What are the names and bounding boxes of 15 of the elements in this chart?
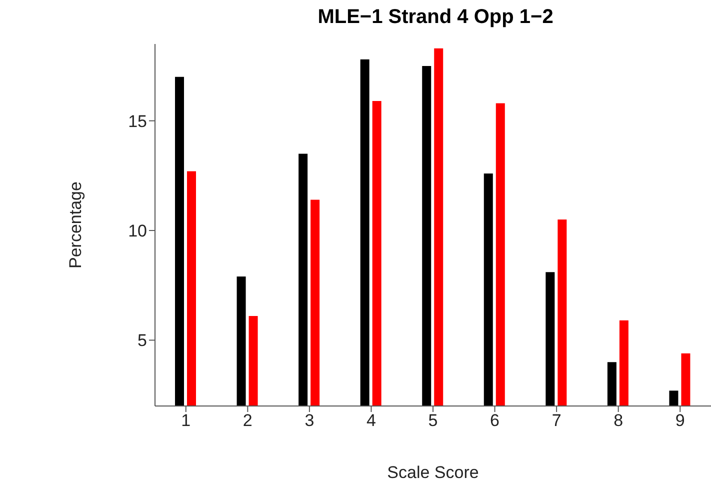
x-tick-label: 5 [428,411,438,430]
x-tick-label: 2 [242,411,252,430]
x-tick-label: 9 [675,411,685,430]
x-tick-label: 6 [490,411,500,430]
y-tick-label: 5 [138,331,147,350]
y-axis-title: Percentage [66,182,86,268]
x-tick-label: 4 [366,411,376,430]
x-tick-label: 1 [181,411,191,430]
x-tick-label: 7 [552,411,562,430]
y-tick-label: 15 [128,112,147,131]
x-tick-label: 3 [304,411,314,430]
x-axis-title: Scale Score [387,463,479,482]
x-tick-label: 8 [614,411,624,430]
y-tick-label: 10 [128,222,147,241]
chart-title: MLE−1 Strand 4 Opp 1−2 [316,6,554,29]
